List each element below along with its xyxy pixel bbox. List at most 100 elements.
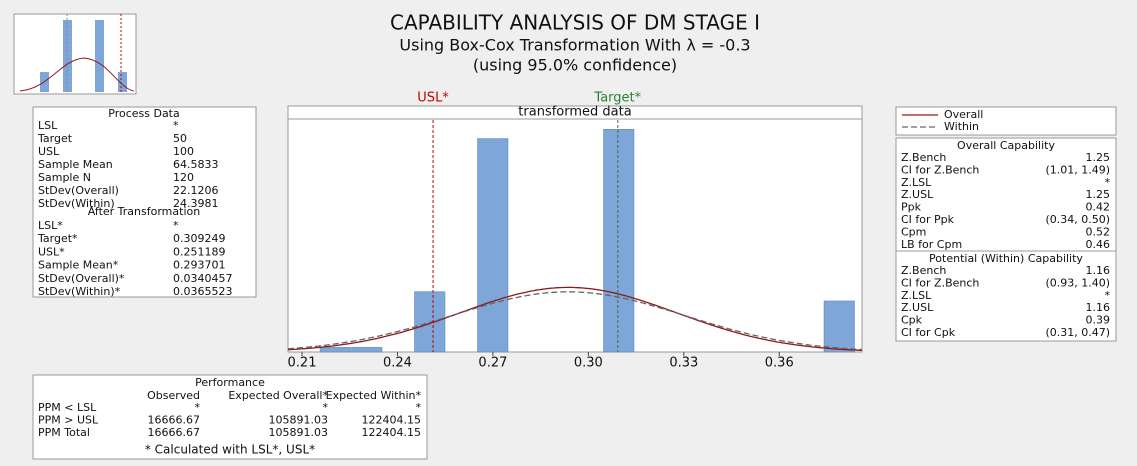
row-label: Sample Mean* bbox=[38, 259, 119, 272]
row-value: 0.42 bbox=[1086, 201, 1111, 214]
title: CAPABILITY ANALYSIS OF DM STAGE I bbox=[390, 11, 760, 35]
row-value: * bbox=[1105, 289, 1111, 302]
row-value: 0.0365523 bbox=[173, 285, 233, 298]
row-label: StDev(Within)* bbox=[38, 285, 121, 298]
column-header: Observed bbox=[147, 389, 200, 402]
fit-curve bbox=[287, 291, 863, 351]
row-value: 24.3981 bbox=[173, 197, 219, 210]
reference-label: Target* bbox=[593, 91, 641, 106]
row-value: 0.251189 bbox=[173, 245, 226, 258]
row-label: LB for Cpm bbox=[901, 238, 962, 251]
row-label: LSL bbox=[38, 119, 58, 132]
x-tick-label: 0.36 bbox=[765, 356, 794, 371]
footnote: * Calculated with LSL*, USL* bbox=[145, 443, 315, 457]
row-value: 50 bbox=[173, 132, 187, 145]
cell: 105891.03 bbox=[269, 426, 329, 439]
table-heading: Potential (Within) Capability bbox=[929, 252, 1083, 265]
row-value: 1.16 bbox=[1086, 264, 1111, 277]
thumb-bar bbox=[118, 72, 127, 92]
bar bbox=[351, 347, 383, 353]
cell: 16666.67 bbox=[148, 414, 201, 427]
cell: 105891.03 bbox=[269, 414, 329, 427]
row-value: 0.52 bbox=[1086, 225, 1111, 238]
fit-curve bbox=[287, 286, 863, 352]
row-value: (1.01, 1.49) bbox=[1045, 163, 1110, 176]
row-label: PPM > USL bbox=[38, 414, 99, 427]
bar bbox=[603, 129, 635, 353]
row-label: Z.LSL bbox=[901, 289, 932, 302]
subtitle: Using Box-Cox Transformation With λ = -0… bbox=[399, 36, 750, 55]
row-value: 1.25 bbox=[1086, 188, 1111, 201]
cell: * bbox=[195, 401, 201, 414]
row-label: CI for Ppk bbox=[901, 213, 955, 226]
legend-box bbox=[895, 106, 1117, 136]
row-label: Z.USL bbox=[901, 301, 934, 314]
overall-box bbox=[895, 137, 1117, 252]
row-label: StDev(Within) bbox=[38, 197, 115, 210]
thumbnail-frame bbox=[13, 13, 137, 95]
thumb-curve bbox=[19, 57, 135, 92]
row-label: CI for Cpk bbox=[901, 326, 956, 339]
table-heading: Overall Capability bbox=[957, 139, 1055, 152]
row-label: Z.LSL bbox=[901, 176, 932, 189]
plot-frame bbox=[287, 105, 863, 353]
subtitle: (using 95.0% confidence) bbox=[473, 56, 677, 75]
legend-label: Within bbox=[944, 120, 979, 133]
bar bbox=[823, 300, 855, 353]
process-data-box bbox=[32, 106, 257, 298]
row-value: 0.39 bbox=[1086, 314, 1111, 327]
cell: 122404.15 bbox=[362, 414, 422, 427]
bar bbox=[477, 138, 509, 353]
cell: * bbox=[323, 401, 329, 414]
row-label: Target bbox=[37, 132, 73, 145]
legend-label: Overall bbox=[944, 108, 983, 121]
row-value: (0.34, 0.50) bbox=[1045, 213, 1110, 226]
row-value: * bbox=[1105, 176, 1111, 189]
row-value: 1.25 bbox=[1086, 151, 1111, 164]
row-label: StDev(Overall) bbox=[38, 184, 119, 197]
thumbnail bbox=[13, 13, 137, 95]
potential-box bbox=[895, 250, 1117, 342]
bar bbox=[319, 347, 351, 353]
row-label: Target* bbox=[37, 232, 78, 245]
x-tick-label: 0.33 bbox=[669, 356, 698, 371]
cell: 16666.67 bbox=[148, 426, 201, 439]
thumb-bar bbox=[95, 20, 104, 92]
table-heading: After Transformation bbox=[88, 205, 200, 218]
row-value: * bbox=[173, 219, 179, 232]
row-label: Z.USL bbox=[901, 188, 934, 201]
row-value: 100 bbox=[173, 145, 194, 158]
row-value: * bbox=[173, 119, 179, 132]
row-label: Ppk bbox=[901, 201, 922, 214]
row-label: USL bbox=[38, 145, 60, 158]
row-label: Sample Mean bbox=[38, 158, 113, 171]
row-label: Cpk bbox=[901, 314, 923, 327]
table-heading: Performance bbox=[195, 376, 265, 389]
cell: * bbox=[416, 401, 422, 414]
row-label: PPM < LSL bbox=[38, 401, 97, 414]
row-label: Cpm bbox=[901, 225, 926, 238]
row-value: 0.309249 bbox=[173, 232, 226, 245]
row-label: CI for Z.Bench bbox=[901, 276, 979, 289]
row-label: Z.Bench bbox=[901, 264, 946, 277]
row-value: 0.46 bbox=[1086, 238, 1111, 251]
x-tick-label: 0.27 bbox=[478, 356, 507, 371]
row-label: CI for Z.Bench bbox=[901, 163, 979, 176]
row-value: (0.31, 0.47) bbox=[1045, 326, 1110, 339]
reference-label: USL* bbox=[417, 91, 449, 106]
column-header: Expected Overall* bbox=[228, 389, 328, 402]
row-value: 0.293701 bbox=[173, 259, 226, 272]
row-label: LSL* bbox=[38, 219, 63, 232]
row-value: (0.93, 1.40) bbox=[1045, 276, 1110, 289]
x-tick-label: 0.21 bbox=[288, 356, 317, 371]
table-heading: Process Data bbox=[108, 107, 180, 120]
x-tick-label: 0.24 bbox=[383, 356, 412, 371]
row-label: Sample N bbox=[38, 171, 91, 184]
panel-label: transformed data bbox=[518, 105, 631, 120]
row-label: Z.Bench bbox=[901, 151, 946, 164]
row-label: USL* bbox=[38, 245, 65, 258]
row-value: 1.16 bbox=[1086, 301, 1111, 314]
cell: 122404.15 bbox=[362, 426, 422, 439]
row-label: StDev(Overall)* bbox=[38, 272, 125, 285]
